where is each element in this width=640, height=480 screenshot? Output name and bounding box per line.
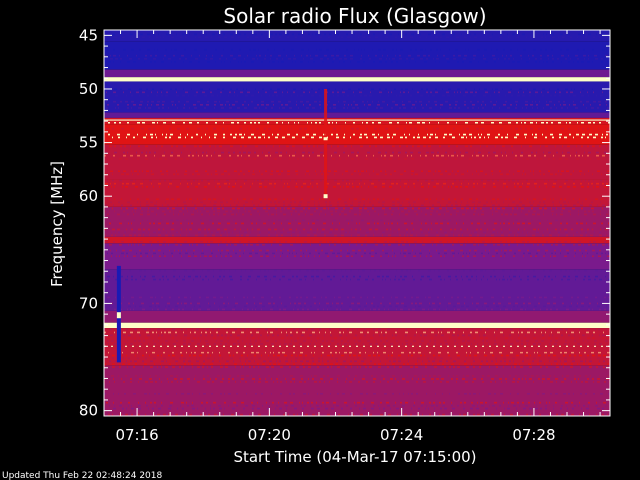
updated-timestamp: Updated Thu Feb 22 02:48:24 2018: [2, 471, 163, 480]
burst-spot-end-0: [323, 194, 328, 199]
spectral-noise: [104, 33, 610, 416]
peak-lines: [104, 78, 610, 347]
frequency-band-17: [104, 365, 610, 416]
frequency-band-7: [104, 124, 610, 145]
y-axis-label: Frequency [MHz]: [48, 161, 66, 287]
x-tick-label-3: 07:28: [512, 426, 555, 444]
burst-spot-0: [323, 137, 328, 141]
frequency-band-12: [104, 243, 610, 270]
frequency-band-0: [104, 30, 610, 42]
y-tick-label-5: 80: [79, 402, 98, 420]
y-tick-label-0: 45: [79, 26, 98, 44]
y-tick-label-1: 50: [79, 80, 98, 98]
y-tick-label-3: 60: [79, 187, 98, 205]
frequency-band-13: [104, 269, 610, 311]
frequency-band-14: [104, 310, 610, 323]
frequency-band-8: [104, 144, 610, 180]
y-tick-label-4: 70: [79, 294, 98, 312]
y-tick-label-2: 55: [79, 134, 98, 152]
x-axis-label: Start Time (04-Mar-17 07:15:00): [233, 448, 476, 466]
frequency-band-9: [104, 179, 610, 207]
plot-area: [104, 30, 610, 416]
x-tick-label-2: 07:24: [380, 426, 423, 444]
frequency-band-5: [104, 112, 610, 118]
chart-title: Solar radio Flux (Glasgow): [223, 4, 486, 28]
burst-column-0: [324, 88, 328, 197]
x-tick-label-0: 07:16: [115, 426, 158, 444]
burst-features: [116, 88, 328, 363]
frequency-band-1: [104, 41, 610, 70]
frequency-band-2: [104, 69, 610, 78]
burst-spot-1: [116, 312, 121, 319]
frequency-band-6: [104, 117, 610, 125]
x-axis: 07:16 07:20 07:24 07:28: [115, 30, 601, 444]
plot-frame: [103, 29, 611, 417]
x-tick-label-1: 07:20: [248, 426, 291, 444]
frequency-band-11: [104, 236, 610, 244]
y-axis: 45 50 55 60 70 80: [79, 26, 610, 420]
